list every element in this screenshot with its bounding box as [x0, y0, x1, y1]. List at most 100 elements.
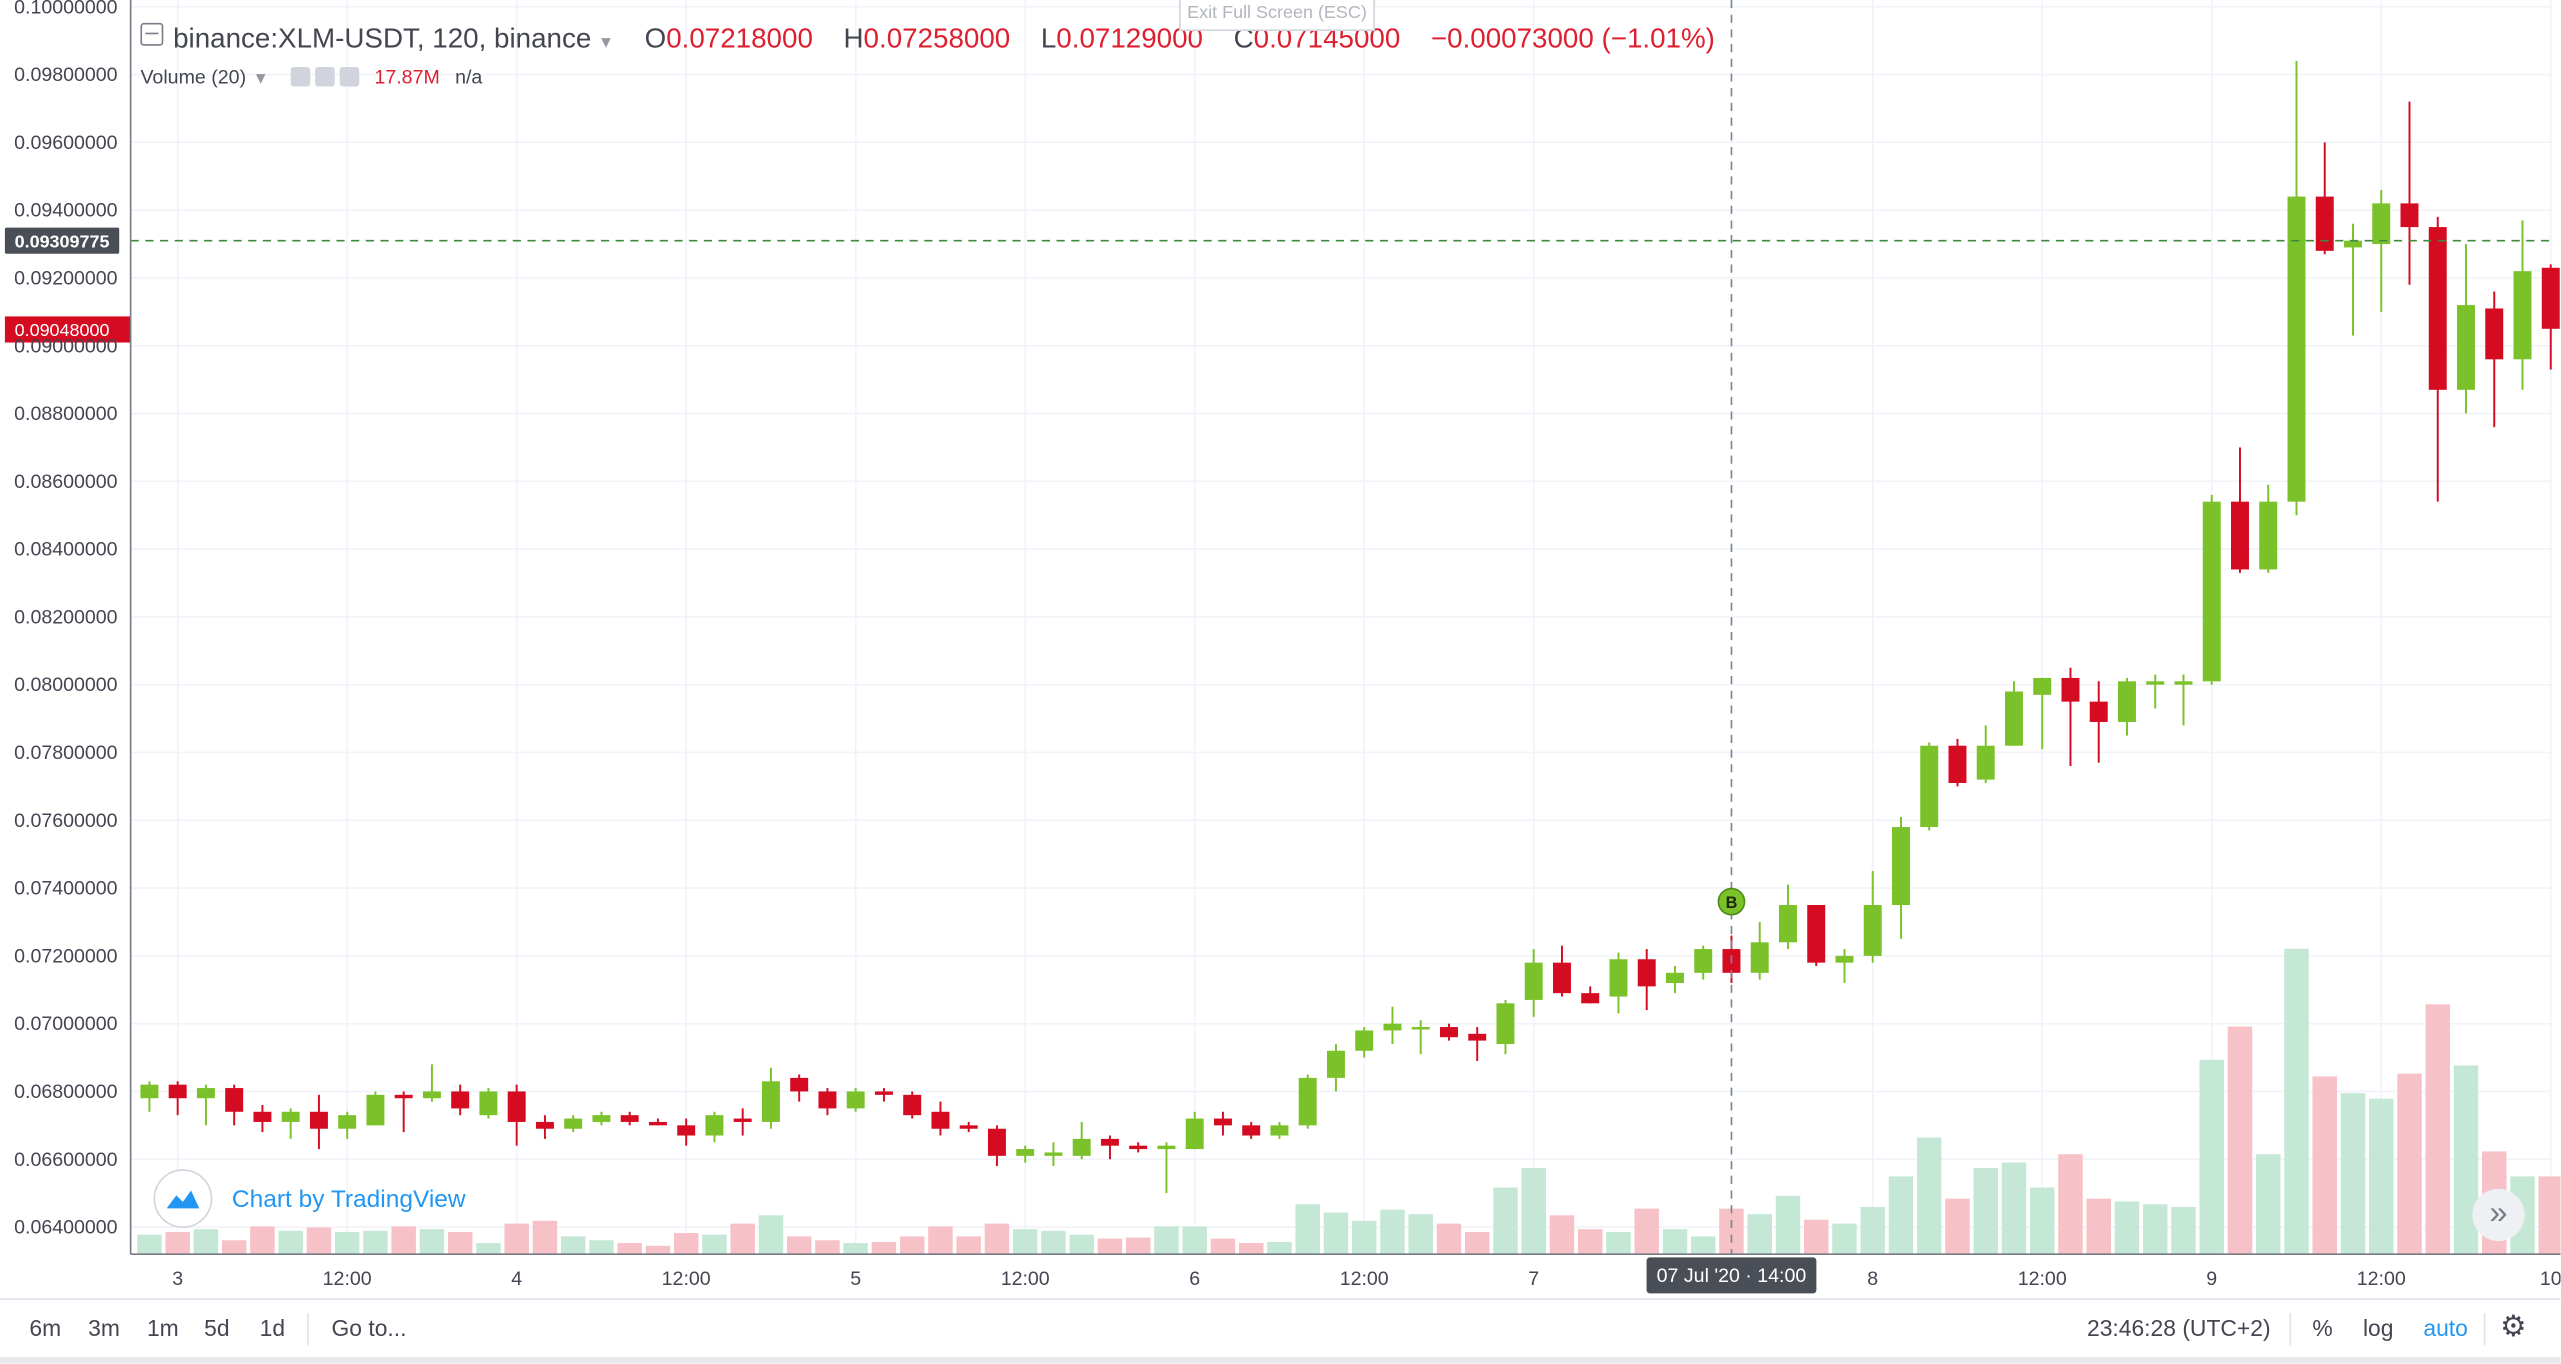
candle-body	[507, 1091, 526, 1122]
candle-body	[2118, 681, 2136, 722]
volume-bar	[1775, 1195, 1801, 1255]
volume-bar	[1860, 1206, 1885, 1255]
candle-body	[1581, 993, 1600, 1004]
log-scale-button[interactable]: log	[2362, 1314, 2394, 1341]
candle-body	[479, 1091, 498, 1116]
candle-body	[761, 1081, 780, 1122]
gear-icon[interactable]: ⚙	[2500, 1309, 2527, 1343]
x-tick-label: 5	[850, 1268, 861, 1290]
crosshair-time-badge	[1646, 1257, 1817, 1294]
volume-bar	[2058, 1154, 2083, 1255]
last-price-badge	[4, 316, 131, 343]
candle-body	[2202, 501, 2221, 682]
low-value: 0.07129000	[1056, 22, 1203, 54]
volume-bar	[1832, 1223, 1857, 1255]
candle-body	[1807, 905, 1826, 963]
tradingview-watermark[interactable]: Chart by TradingView	[153, 1169, 466, 1229]
auto-scale-button[interactable]: auto	[2423, 1314, 2468, 1341]
volume-bar	[2227, 1026, 2253, 1255]
candle-body	[2259, 501, 2278, 570]
volume-bar	[786, 1236, 812, 1255]
candle-body	[790, 1077, 809, 1092]
x-tick-label: 6	[1189, 1268, 1200, 1290]
volume-legend: Volume (20) ▼ 17.87M n/a	[140, 65, 482, 88]
volume-bar	[2397, 1073, 2422, 1255]
volume-ma-value: n/a	[455, 65, 483, 89]
toolbar-divider	[2289, 1312, 2292, 1346]
volume-bar	[2171, 1206, 2196, 1255]
range-3m-button[interactable]: 3m	[88, 1314, 120, 1341]
y-tick-label: 0.09400000	[14, 200, 118, 222]
close-icon[interactable]	[339, 66, 360, 87]
x-tick-label: 12:00	[662, 1268, 711, 1290]
candle-body	[1298, 1077, 1317, 1126]
volume-label[interactable]: Volume (20)	[140, 65, 247, 89]
candle-body	[1383, 1023, 1402, 1031]
trade-marker-label: B	[1726, 894, 1738, 912]
volume-bar	[2340, 1093, 2366, 1255]
volume-bar	[1945, 1198, 1970, 1255]
volume-bar	[2368, 1098, 2394, 1255]
y-tick-label: 0.06800000	[14, 1081, 118, 1103]
candle-body	[1072, 1138, 1091, 1156]
scroll-to-realtime-button[interactable]: »	[2472, 1188, 2525, 1242]
candle-body	[1863, 905, 1882, 956]
symbol-title[interactable]: binance:XLM-USDT, 120, binance	[173, 22, 592, 54]
candle-body	[1778, 905, 1797, 943]
gear-icon[interactable]	[315, 66, 335, 87]
percent-scale-button[interactable]: %	[2312, 1314, 2333, 1341]
x-tick-label: 12:00	[1001, 1268, 1050, 1290]
candle-body	[2004, 691, 2023, 746]
tradingview-logo-icon	[153, 1169, 213, 1229]
clock: 23:46:28 (UTC+2)	[2086, 1314, 2271, 1341]
volume-bar	[1493, 1187, 1518, 1255]
y-tick-label: 0.09200000	[14, 267, 118, 289]
volume-bar	[250, 1226, 275, 1255]
candle-body	[1270, 1125, 1289, 1136]
watermark-text: Chart by TradingView	[231, 1184, 466, 1213]
volume-bar	[1634, 1208, 1659, 1255]
volume-bar	[843, 1243, 868, 1255]
volume-bar	[899, 1236, 925, 1255]
goto-button[interactable]: Go to...	[331, 1314, 407, 1341]
range-6m-button[interactable]: 6m	[29, 1314, 62, 1341]
candle-body	[1920, 745, 1939, 828]
candle-body	[422, 1091, 441, 1099]
candle-body	[2033, 677, 2052, 695]
candle-body	[1835, 955, 1854, 963]
collapse-icon[interactable]	[140, 22, 164, 46]
volume-bar	[1973, 1168, 1998, 1255]
eye-icon[interactable]	[290, 66, 311, 87]
open-value: 0.07218000	[666, 22, 813, 54]
exit-fullscreen-button[interactable]: Exit Full Screen (ESC)	[1179, 0, 1375, 32]
candle-body	[1609, 959, 1628, 997]
volume-bar	[1097, 1238, 1123, 1255]
range-5d-button[interactable]: 5d	[204, 1314, 230, 1341]
range-1d-button[interactable]: 1d	[259, 1314, 286, 1341]
range-1m-button[interactable]: 1m	[146, 1314, 179, 1341]
bottom-border	[0, 1357, 2561, 1364]
y-tick-label: 0.07400000	[14, 878, 118, 900]
chevron-down-icon[interactable]: ▼	[252, 70, 269, 89]
candle-body	[2513, 271, 2532, 360]
volume-bar	[221, 1240, 247, 1255]
candle-body	[1213, 1118, 1232, 1126]
toolbar-divider	[2483, 1312, 2486, 1346]
y-tick-label: 0.06600000	[14, 1149, 118, 1171]
candle-body	[1750, 942, 1769, 973]
x-tick-label: 12:00	[2018, 1268, 2067, 1290]
candle-body	[1468, 1033, 1487, 1041]
volume-bar	[419, 1229, 445, 1255]
volume-bar	[2001, 1162, 2027, 1255]
volume-bar	[1351, 1220, 1377, 1255]
candle-body	[1665, 972, 1684, 983]
y-tick-label: 0.08000000	[14, 674, 118, 696]
volume-bar	[278, 1230, 303, 1255]
x-tick-label: 8	[1867, 1268, 1878, 1290]
chevron-down-icon[interactable]: ▼	[597, 34, 615, 53]
candle-body	[1326, 1050, 1345, 1078]
volume-bar	[1125, 1237, 1151, 1255]
volume-bar	[306, 1227, 332, 1255]
y-tick-label: 0.07000000	[14, 1013, 118, 1035]
